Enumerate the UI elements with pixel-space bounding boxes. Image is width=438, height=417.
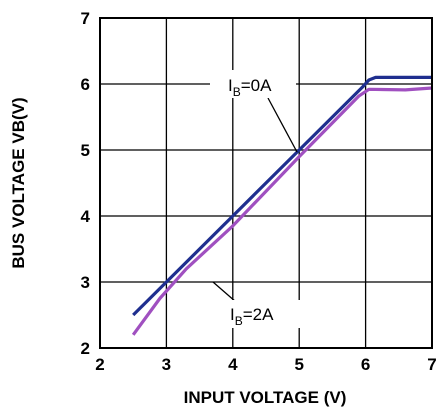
annotation-label: IB=0A [228,76,272,99]
plot-frame [99,17,433,349]
x-tick-labels: 2 3 4 5 6 7 [95,355,436,374]
annotation-main: I [228,76,233,95]
series-line-2 [131,86,433,336]
y-tick-label: 4 [81,207,91,226]
y-tick-label: 3 [81,273,90,292]
y-tick-label: 6 [81,75,90,94]
x-tick-label: 2 [95,355,104,374]
x-tick-label: 7 [427,355,436,374]
annotation-value: =0A [241,76,272,95]
x-tick-label: 3 [162,355,171,374]
y-tick-labels: 2 3 4 5 6 7 [81,9,91,358]
annotation-background [210,70,296,98]
series-group [131,75,433,336]
series-line-1 [132,75,432,317]
x-tick-label: 5 [294,355,303,374]
y-tick-label: 5 [81,141,90,160]
annotation-main: I [230,305,235,324]
x-tick-label: 4 [228,355,238,374]
annotation-leader-line [212,281,237,303]
annotation-leader-line [267,97,298,153]
y-axis-title: BUS VOLTAGE VB(V) [9,97,28,268]
annotation-label: IB=2A [230,305,274,328]
y-tick-label: 7 [81,9,90,28]
annotation-background [222,300,302,328]
annotation-value: =2A [243,305,274,324]
y-tick-label: 2 [81,339,90,358]
annotation-subscript: B [233,85,241,99]
x-tick-label: 6 [361,355,370,374]
annotation-subscript: B [235,314,243,328]
x-axis-title: INPUT VOLTAGE (V) [184,388,347,407]
